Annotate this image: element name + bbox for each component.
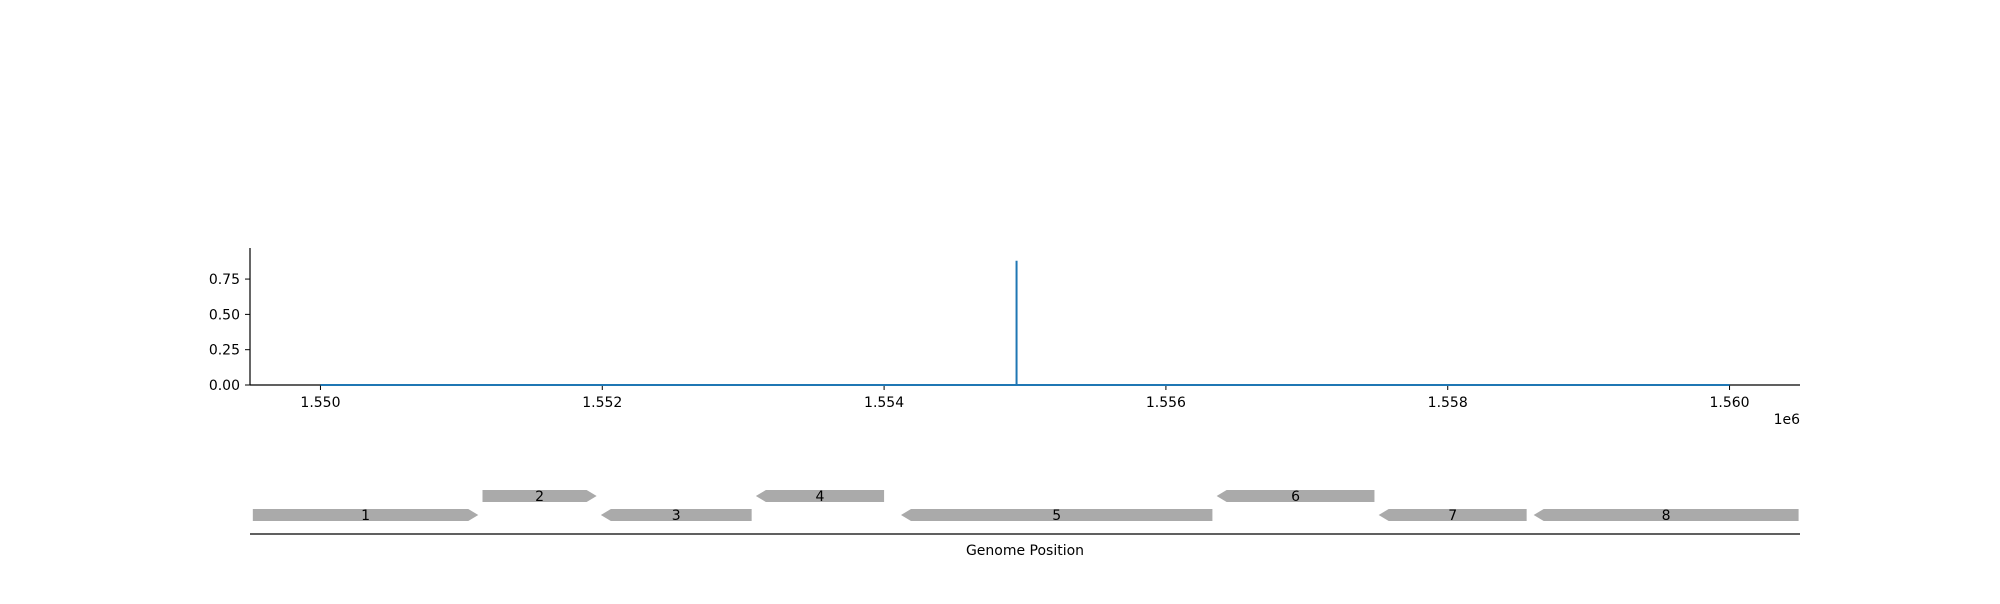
gene-label: 8 <box>1662 508 1671 524</box>
x-offset-label: 1e6 <box>1774 412 1801 428</box>
gene-arrow <box>755 490 885 502</box>
gene-arrow <box>901 509 1213 521</box>
y-tick-label: 0.50 <box>209 307 240 323</box>
y-tick-label: 0.00 <box>209 378 240 394</box>
gene-label: 1 <box>361 508 370 524</box>
x-tick-label: 1.554 <box>864 395 904 411</box>
gene-label: 3 <box>672 508 681 524</box>
y-tick-label: 0.75 <box>209 272 240 288</box>
y-tick-label: 0.25 <box>209 343 240 359</box>
gene-arrow <box>1533 509 1799 521</box>
coverage-series-line <box>320 260 1730 386</box>
x-axis-label: Genome Position <box>966 543 1084 559</box>
x-tick-label: 1.558 <box>1428 395 1468 411</box>
gene-label: 2 <box>535 489 544 505</box>
x-tick-label: 1.560 <box>1709 395 1749 411</box>
x-tick-label: 1.556 <box>1146 395 1186 411</box>
coverage-plot: 0.00 0.25 0.50 0.75 1.550 1.552 1.554 1.556 1.55… <box>209 248 1800 428</box>
gene-label: 5 <box>1052 508 1061 524</box>
gene-arrow <box>600 509 752 521</box>
gene-label: 7 <box>1448 508 1457 524</box>
gene-track: 1 2 3 4 5 6 7 8 Genome Position <box>250 489 1800 559</box>
x-tick-label: 1.550 <box>300 395 340 411</box>
gene-arrow <box>1378 509 1527 521</box>
x-tick-label: 1.552 <box>582 395 622 411</box>
gene-arrow <box>1216 490 1375 502</box>
gene-arrow <box>252 509 479 521</box>
gene-label: 4 <box>816 489 825 505</box>
gene-arrow <box>482 490 597 502</box>
gene-label: 6 <box>1291 489 1300 505</box>
